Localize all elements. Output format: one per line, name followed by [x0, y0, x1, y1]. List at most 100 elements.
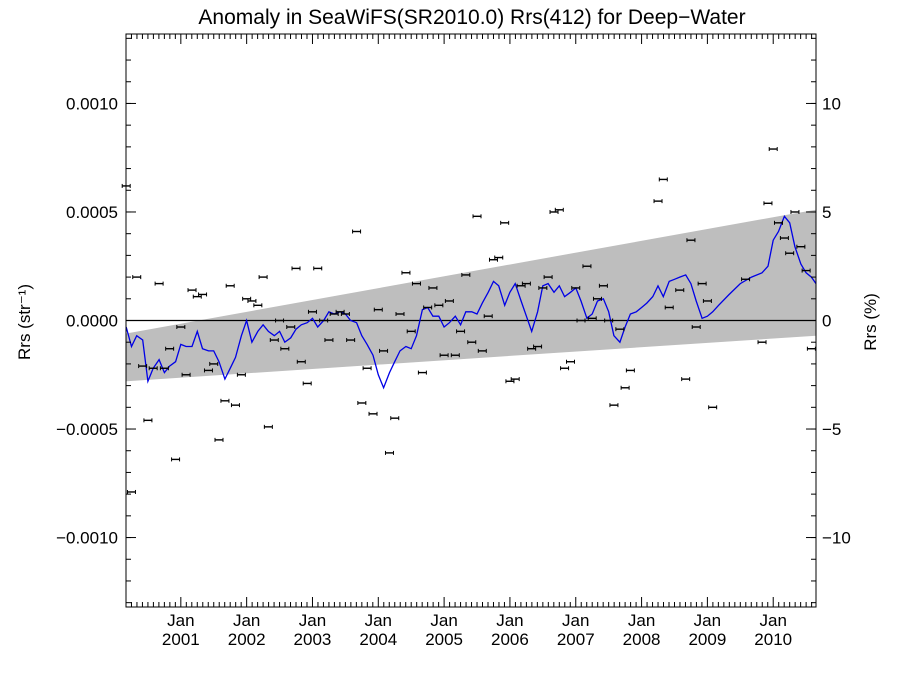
- y-tick-label-right: −10: [822, 529, 851, 548]
- error-bar-point: [379, 348, 389, 353]
- x-tick-label-month: Jan: [233, 611, 260, 630]
- error-bar-point: [230, 403, 240, 408]
- error-bar-point: [352, 229, 362, 234]
- error-bar-point: [598, 283, 608, 288]
- error-bar-point: [176, 325, 186, 330]
- error-bar-point: [401, 270, 411, 275]
- y-tick-label-left: −0.0010: [56, 529, 118, 548]
- error-bar-point: [565, 359, 575, 364]
- error-bar-point: [390, 416, 400, 421]
- error-bar-point: [615, 327, 625, 332]
- error-bar-point: [609, 403, 619, 408]
- error-bar-point: [625, 368, 635, 373]
- error-bar-point: [796, 244, 806, 249]
- error-bar-point: [280, 346, 290, 351]
- error-bar-point: [434, 303, 444, 308]
- error-bar-point: [236, 372, 246, 377]
- x-tick-label-year: 2006: [491, 630, 529, 649]
- error-bar-point: [757, 340, 767, 345]
- error-bar-point: [171, 457, 181, 462]
- error-bar-point: [346, 338, 356, 343]
- error-bar-point: [620, 385, 630, 390]
- x-tick-label-month: Jan: [430, 611, 457, 630]
- error-bar-point: [576, 318, 586, 323]
- error-bar-point: [488, 257, 498, 262]
- error-bar-point: [521, 281, 531, 286]
- y-tick-label-left: 0.0010: [66, 94, 118, 113]
- error-bar-point: [691, 325, 701, 330]
- y-tick-label-right: −5: [822, 420, 841, 439]
- error-bar-point: [258, 275, 268, 280]
- error-bar-point: [411, 281, 421, 286]
- x-tick-label-year: 2004: [359, 630, 397, 649]
- x-tick-label-month: Jan: [365, 611, 392, 630]
- error-bar-point: [604, 318, 614, 323]
- x-tick-label-year: 2009: [688, 630, 726, 649]
- error-bar-point: [456, 329, 466, 334]
- x-tick-label-year: 2001: [162, 630, 200, 649]
- x-tick-label-month: Jan: [167, 611, 194, 630]
- series-line: [125, 215, 817, 390]
- error-bar-point: [428, 285, 438, 290]
- x-tick-label-year: 2003: [294, 630, 332, 649]
- error-bar-point: [192, 294, 202, 299]
- error-bar-point: [461, 272, 471, 277]
- x-tick-label-month: Jan: [496, 611, 523, 630]
- error-bar-point: [335, 309, 345, 314]
- error-bar-point: [533, 344, 543, 349]
- error-bar-point: [658, 177, 668, 182]
- error-bar-point: [132, 275, 142, 280]
- error-bar-point: [302, 381, 312, 386]
- error-bar-point: [494, 255, 504, 260]
- error-bar-point: [296, 359, 306, 364]
- error-bar-point: [269, 338, 279, 343]
- y-tick-label-right: 5: [822, 203, 831, 222]
- error-bar-point: [697, 281, 707, 286]
- error-bar-point: [741, 277, 751, 282]
- error-bar-point: [779, 236, 789, 241]
- y-tick-label-right: 0: [822, 312, 831, 331]
- error-bar-point: [806, 346, 816, 351]
- error-bar-point: [664, 305, 674, 310]
- y-tick-label-right: 10: [822, 94, 841, 113]
- y-tick-label-left: 0.0000: [66, 312, 118, 331]
- error-bar-point: [592, 296, 602, 301]
- error-bar-point: [253, 303, 263, 308]
- error-bar-point: [181, 372, 191, 377]
- error-bar-point: [214, 437, 224, 442]
- x-tick-label-month: Jan: [299, 611, 326, 630]
- error-bar-point: [209, 361, 219, 366]
- error-bar-point: [286, 325, 296, 330]
- error-bar-point: [242, 296, 252, 301]
- error-bar-point: [423, 305, 433, 310]
- error-bar-point: [247, 298, 257, 303]
- error-bar-point: [324, 338, 334, 343]
- error-bar-point: [362, 366, 372, 371]
- error-bar-point: [549, 209, 559, 214]
- error-bar-point: [225, 283, 235, 288]
- trend-band: [126, 209, 816, 382]
- error-bar-point: [138, 364, 148, 369]
- x-tick-label-year: 2010: [754, 630, 792, 649]
- error-bar-point: [653, 199, 663, 204]
- plot-area: 0.0010 0.0005 0.0000 −0.0005 −0.0010 10 5 0 −5 −1…: [56, 33, 851, 649]
- error-bar-point: [263, 424, 273, 429]
- y-axis-label-right: Rrs (%): [861, 293, 880, 351]
- error-bar-point: [527, 346, 537, 351]
- error-bar-point: [472, 214, 482, 219]
- error-bar-point: [708, 405, 718, 410]
- error-bar-point: [143, 418, 153, 423]
- x-tick-label-month: Jan: [760, 611, 787, 630]
- y-tick-label-left: −0.0005: [56, 420, 118, 439]
- error-bar-point: [220, 398, 230, 403]
- error-bar-point: [554, 207, 564, 212]
- error-bar-point: [203, 368, 213, 373]
- y-tick-label-left: 0.0005: [66, 203, 118, 222]
- error-bar-point: [368, 411, 378, 416]
- error-bar-point: [571, 285, 581, 290]
- error-bar-point: [543, 275, 553, 280]
- error-bar-point: [165, 346, 175, 351]
- x-tick-label-month: Jan: [562, 611, 589, 630]
- y-axis-label-left: Rrs (str⁻¹): [15, 284, 34, 360]
